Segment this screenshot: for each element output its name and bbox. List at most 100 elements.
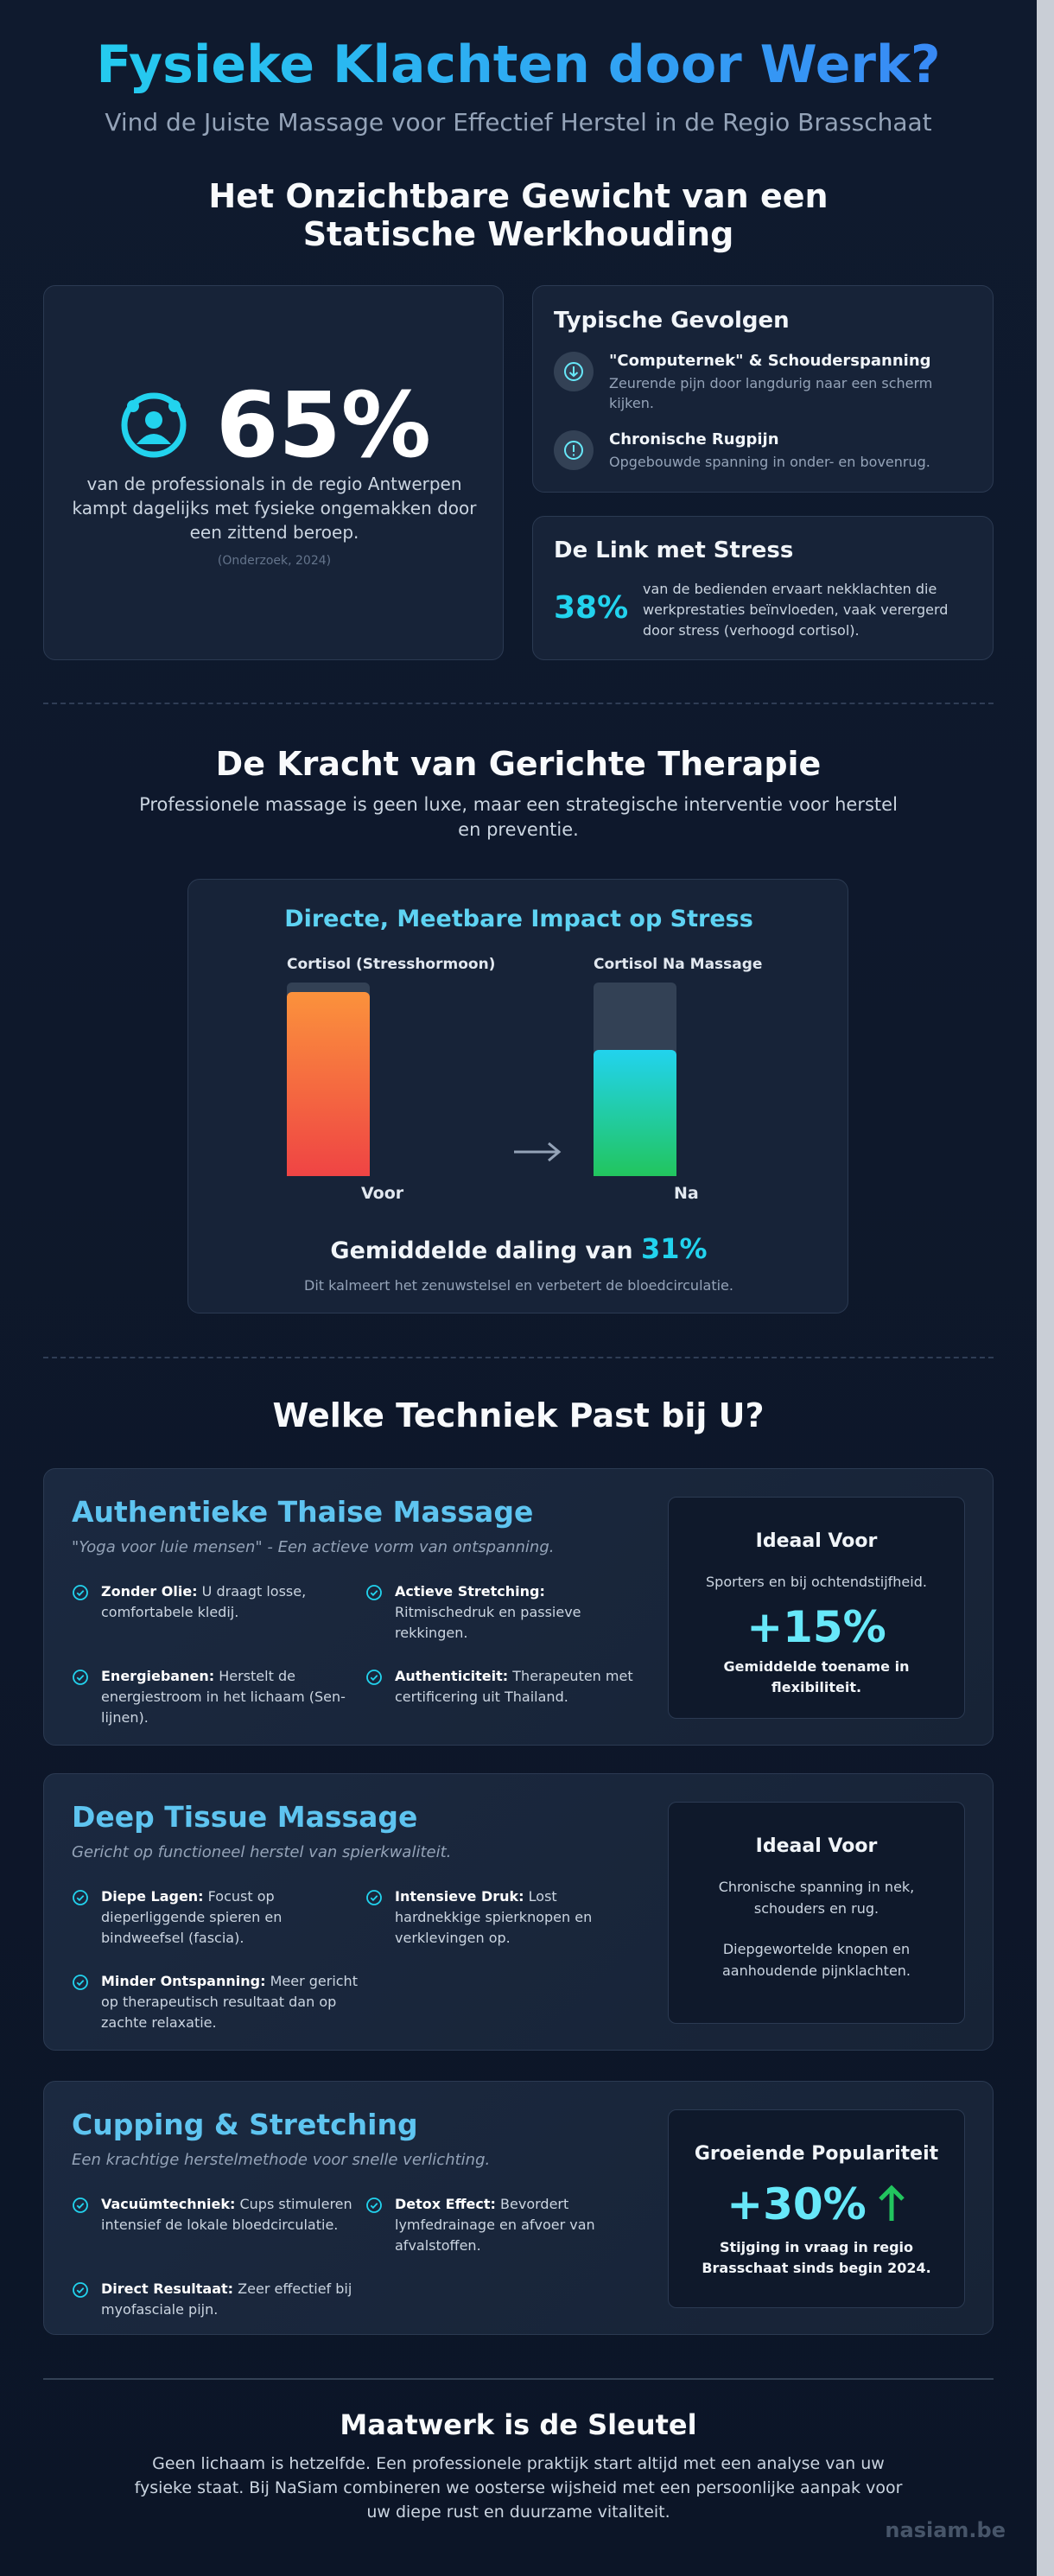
divider [43,1357,994,1358]
side-stat-text: Stijging in vraag in regio Brasschaat si… [702,2239,931,2276]
feature-label: Actieve Stretching: [395,1583,545,1600]
feature-desc: U draagt losse, comfortabele kledij. [101,1583,307,1620]
up-arrow [877,2183,906,2233]
category-label: Voor [361,1184,404,1203]
category-label: Na [674,1184,699,1203]
technique-card: Authentieke Thaise Massage "Yoga voor lui… [43,1468,994,1746]
side-text: Diepgewortelde knopen en aanhoudende pij… [721,1941,911,1979]
side-panel: Ideaal Voor Sporters en bij ochtendstijfh… [668,1497,965,1719]
side-stat-value: +15% [746,1602,886,1652]
section-heading: Het Onzichtbare Gewicht van een Statisch… [208,177,829,253]
feature-text: Intensieve Druk: Lost hardnekkige spierk… [395,1886,642,1949]
chart-card: Directe, Meetbare Impact op Stress Corti… [187,879,848,1313]
feature-text: Actieve Stretching: Ritmischedruk en pas… [395,1581,642,1644]
feature-grid: Zonder Olie: U draagt losse, comfortabel… [72,1581,642,1728]
stat-text: van de professionals in de regio Antwerp… [72,474,477,543]
worker-icon [121,392,187,458]
feature: Actieve Stretching: Ritmischedruk en pas… [365,1581,642,1644]
feature: Detox Effect: Bevordert lymfedrainage en… [365,2194,642,2256]
chart-summary: Gemiddelde daling van 31% [188,1232,849,1265]
side-stat-value: +30% [727,2179,867,2229]
consequence-item: "Computernek" & Schouderspanning Zeurend… [554,352,951,413]
chart-title: Directe, Meetbare Impact op Stress [284,906,753,932]
side-text: Chronische spanning in nek, schouders en… [718,1879,915,1917]
series-label: Cortisol Na Massage [594,956,763,973]
feature-text: Detox Effect: Bevordert lymfedrainage en… [395,2194,642,2256]
feature-desc: Herstelt de energiestroom in het lichaam… [101,1668,346,1726]
feature: Diepe Lagen: Focust op dieperliggende sp… [72,1886,365,1949]
feature-desc: Zeer effectief bij myofasciale pijn. [101,2280,352,2318]
feature-text: Diepe Lagen: Focust op dieperliggende sp… [101,1886,365,1949]
technique-title: Deep Tissue Massage [72,1800,418,1834]
check-icon [72,2197,89,2256]
bar [287,992,370,1176]
item-icon [554,430,594,470]
item-icon [554,352,594,391]
stat-source: (Onderzoek, 2024) [217,554,332,568]
feature-grid: Vacuümtechniek: Cups stimuleren intensie… [72,2194,642,2320]
bar [594,1050,676,1176]
feature: Minder Ontspanning: Meer gericht op ther… [72,1971,365,2033]
technique-title: Cupping & Stretching [72,2108,418,2141]
check-icon [365,1669,383,1728]
feature: Zonder Olie: U draagt losse, comfortabel… [72,1581,365,1644]
page-subtitle: Vind de Juiste Massage voor Effectief He… [105,108,932,137]
feature: Vacuümtechniek: Cups stimuleren intensie… [72,2194,365,2256]
feature-grid: Diepe Lagen: Focust op dieperliggende sp… [72,1886,642,2033]
footer-text: Geen lichaam is hetzelfde. Een professio… [134,2454,903,2522]
check-icon [72,1669,89,1728]
feature-text: Zonder Olie: U draagt losse, comfortabel… [101,1581,365,1644]
check-icon [72,1974,89,2033]
section-heading: De Kracht van Gerichte Therapie [215,745,822,783]
bar-track [287,983,370,1176]
feature-text: Minder Ontspanning: Meer gericht op ther… [101,1971,365,2033]
side-stat-text: Gemiddelde toename in flexibiliteit. [723,1658,910,1695]
feature: Authenticiteit: Therapeuten met certific… [365,1666,642,1728]
feature: Intensieve Druk: Lost hardnekkige spierk… [365,1886,642,1949]
feature-desc: Ritmischedruk en passieve rekkingen. [395,1604,581,1641]
feature-text: Authenticiteit: Therapeuten met certific… [395,1666,642,1728]
feature-label: Diepe Lagen: [101,1888,204,1905]
feature-desc: Lost hardnekkige spierknopen en verklevi… [395,1888,593,1946]
side-text: Sporters en bij ochtendstijfheid. [706,1574,927,1590]
footer-line [43,2378,994,2380]
technique-tagline: Gericht op functioneel herstel van spier… [72,1843,452,1861]
chart-note: Dit kalmeert het zenuwstelsel en verbete… [304,1277,733,1294]
feature-label: Vacuümtechniek: [101,2196,236,2212]
consequences-card: Typische Gevolgen "Computernek" & Schoud… [532,285,994,493]
feature: Energiebanen: Herstelt de energiestroom … [72,1666,365,1728]
feature-desc: Bevordert lymfedrainage en afvoer van af… [395,2196,595,2254]
divider [43,703,994,704]
series-label: Cortisol (Stresshormoon) [287,956,496,973]
check-icon [72,1584,89,1644]
feature-label: Authenticiteit: [395,1668,509,1684]
technique-title: Authentieke Thaise Massage [72,1495,534,1529]
technique-card: Deep Tissue Massage Gericht op functionee… [43,1773,994,2051]
arrow-icon [514,1142,562,1162]
page-title: Fysieke Klachten door Werk? [0,35,1037,95]
item-title: "Computernek" & Schouderspanning [609,352,931,370]
stress-text: van de bedienden ervaart nekklachten die… [643,581,949,639]
bar-track [594,983,676,1176]
side-title: Ideaal Voor [755,1835,878,1857]
feature-desc: Focust op dieperliggende spieren en bind… [101,1888,283,1946]
feature-text: Vacuümtechniek: Cups stimuleren intensie… [101,2194,365,2256]
check-icon [72,1889,89,1949]
check-icon [365,1889,383,1949]
section-text: Professionele massage is geen luxe, maar… [139,794,898,840]
check-icon [365,1584,383,1644]
stress-card: De Link met Stress 38% van de bedienden … [532,516,994,660]
feature-label: Intensieve Druk: [395,1888,524,1905]
side-stat: +30% [689,2180,943,2232]
stat-value: 65% [216,372,431,478]
check-icon [365,2197,383,2256]
item-text: Opgebouwde spanning in onder- en bovenru… [609,454,930,470]
summary-text: Gemiddelde daling van [330,1237,633,1264]
feature-text: Direct Resultaat: Zeer effectief bij myo… [101,2279,365,2320]
brand: nasiam.be [885,2518,1006,2542]
footer-heading: Maatwerk is de Sleutel [340,2408,697,2441]
side-panel: Groeiende Populariteit +30% Stijging in vr… [668,2109,965,2308]
item-title: Chronische Rugpijn [609,430,779,448]
stat-card: 65% van de professionals in de regio Ant… [43,285,504,660]
